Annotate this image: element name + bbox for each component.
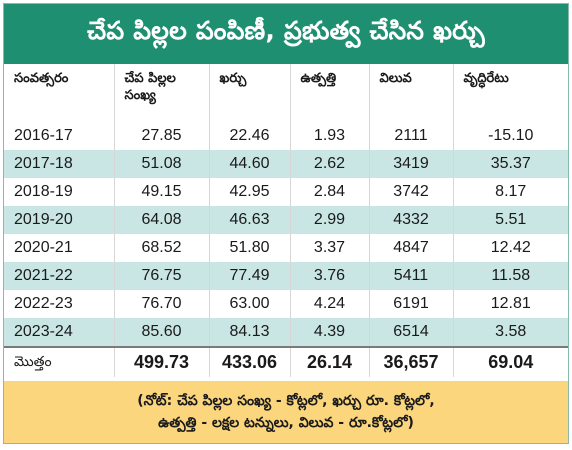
- cell-growth-rate: 5.51: [453, 206, 568, 234]
- infographic-card: చేప పిల్లల పంపిణీ, ప్రభుత్వ చేసిన ఖర్చు …: [3, 3, 569, 444]
- cell-production: 2.99: [290, 206, 370, 234]
- cell-production: 2.62: [290, 150, 370, 178]
- header-year: సంవత్సరం: [4, 64, 115, 122]
- cell-fingerlings: 85.60: [114, 318, 210, 347]
- cell-year: 2020-21: [4, 234, 115, 262]
- table-row: 2019-20 64.08 46.63 2.99 4332 5.51: [4, 206, 568, 234]
- cell-expenditure: 46.63: [209, 206, 291, 234]
- cell-production: 1.93: [290, 122, 370, 150]
- cell-value: 2111: [369, 122, 454, 150]
- cell-growth-rate: 35.37: [453, 150, 568, 178]
- cell-production: 3.37: [290, 234, 370, 262]
- cell-expenditure: 42.95: [209, 178, 291, 206]
- cell-value: 6514: [369, 318, 454, 347]
- data-table: సంవత్సరం చేప పిల్లల సంఖ్య ఖర్చు ఉత్పత్తి…: [4, 64, 568, 377]
- cell-value: 3742: [369, 178, 454, 206]
- cell-fingerlings: 76.75: [114, 262, 210, 290]
- cell-year: 2016-17: [4, 122, 115, 150]
- header-growth-rate: వృద్ధిరేటు: [463, 71, 509, 86]
- header-production: ఉత్పత్తి: [290, 64, 370, 122]
- cell-fingerlings: 49.15: [114, 178, 210, 206]
- table-row: 2020-21 68.52 51.80 3.37 4847 12.42: [4, 234, 568, 262]
- table-row: 2018-19 49.15 42.95 2.84 3742 8.17: [4, 178, 568, 206]
- cell-production: 2.84: [290, 178, 370, 206]
- total-fingerlings: 499.73: [114, 346, 210, 377]
- total-value: 36,657: [369, 346, 454, 377]
- header-row: సంవత్సరం చేప పిల్లల సంఖ్య ఖర్చు ఉత్పత్తి…: [4, 64, 568, 122]
- cell-production: 4.39: [290, 318, 370, 347]
- units-note-line-1: (నోట్: చేప పిల్లల సంఖ్య - కోట్లలో, ఖర్చు…: [137, 393, 435, 409]
- cell-expenditure: 44.60: [209, 150, 291, 178]
- cell-fingerlings: 64.08: [114, 206, 210, 234]
- units-note: (నోట్: చేప పిల్లల సంఖ్య - కోట్లలో, ఖర్చు…: [4, 381, 568, 443]
- table-row: 2016-17 27.85 22.46 1.93 2111 -15.10: [4, 122, 568, 150]
- cell-year: 2018-19: [4, 178, 115, 206]
- total-expenditure: 433.06: [209, 346, 291, 377]
- cell-production: 4.24: [290, 290, 370, 318]
- cell-fingerlings: 27.85: [114, 122, 210, 150]
- cell-value: 3419: [369, 150, 454, 178]
- cell-fingerlings: 76.70: [114, 290, 210, 318]
- cell-fingerlings: 68.52: [114, 234, 210, 262]
- cell-growth-rate: -15.10: [488, 127, 534, 144]
- header-value: విలువ: [369, 64, 454, 122]
- total-row: మొత్తం 499.73 433.06 26.14 36,657 69.04: [4, 346, 568, 377]
- cell-value: 4332: [369, 206, 454, 234]
- cell-expenditure: 22.46: [209, 122, 291, 150]
- header-expenditure: ఖర్చు: [209, 64, 291, 122]
- cell-growth-rate: 8.17: [495, 183, 527, 200]
- cell-value: 6191: [369, 290, 454, 318]
- cell-growth-rate: 12.81: [490, 295, 531, 312]
- cell-growth-rate: 12.42: [490, 239, 531, 256]
- cell-expenditure: 51.80: [209, 234, 291, 262]
- header-fingerlings: చేప పిల్లల సంఖ్య: [114, 64, 210, 122]
- cell-year: 2019-20: [4, 206, 115, 234]
- cell-value: 5411: [369, 262, 454, 290]
- table-title: చేప పిల్లల పంపిణీ, ప్రభుత్వ చేసిన ఖర్చు: [4, 4, 568, 64]
- table-row: 2017-18 51.08 44.60 2.62 3419 35.37: [4, 150, 568, 178]
- cell-expenditure: 84.13: [209, 318, 291, 347]
- cell-expenditure: 63.00: [209, 290, 291, 318]
- cell-production: 3.76: [290, 262, 370, 290]
- table-row: 2023-24 85.60 84.13 4.39 6514 3.58: [4, 318, 568, 347]
- table-row: 2021-22 76.75 77.49 3.76 5411 11.58: [4, 262, 568, 290]
- total-growth-rate: 69.04: [453, 346, 568, 377]
- cell-year: 2017-18: [4, 150, 115, 178]
- cell-growth-rate: 3.58: [453, 318, 568, 347]
- cell-growth-rate: 11.58: [453, 262, 568, 290]
- cell-year: 2021-22: [4, 262, 115, 290]
- cell-year: 2022-23: [4, 290, 115, 318]
- cell-value: 4847: [369, 234, 454, 262]
- total-label: మొత్తం: [4, 346, 115, 377]
- total-production: 26.14: [290, 346, 370, 377]
- cell-fingerlings: 51.08: [114, 150, 210, 178]
- units-note-line-2: ఉత్పత్తి - లక్షల టన్నులు, విలువ - రూ.కోట…: [158, 415, 414, 431]
- cell-expenditure: 77.49: [209, 262, 291, 290]
- table-row: 2022-23 76.70 63.00 4.24 6191 12.81: [4, 290, 568, 318]
- cell-year: 2023-24: [4, 318, 115, 347]
